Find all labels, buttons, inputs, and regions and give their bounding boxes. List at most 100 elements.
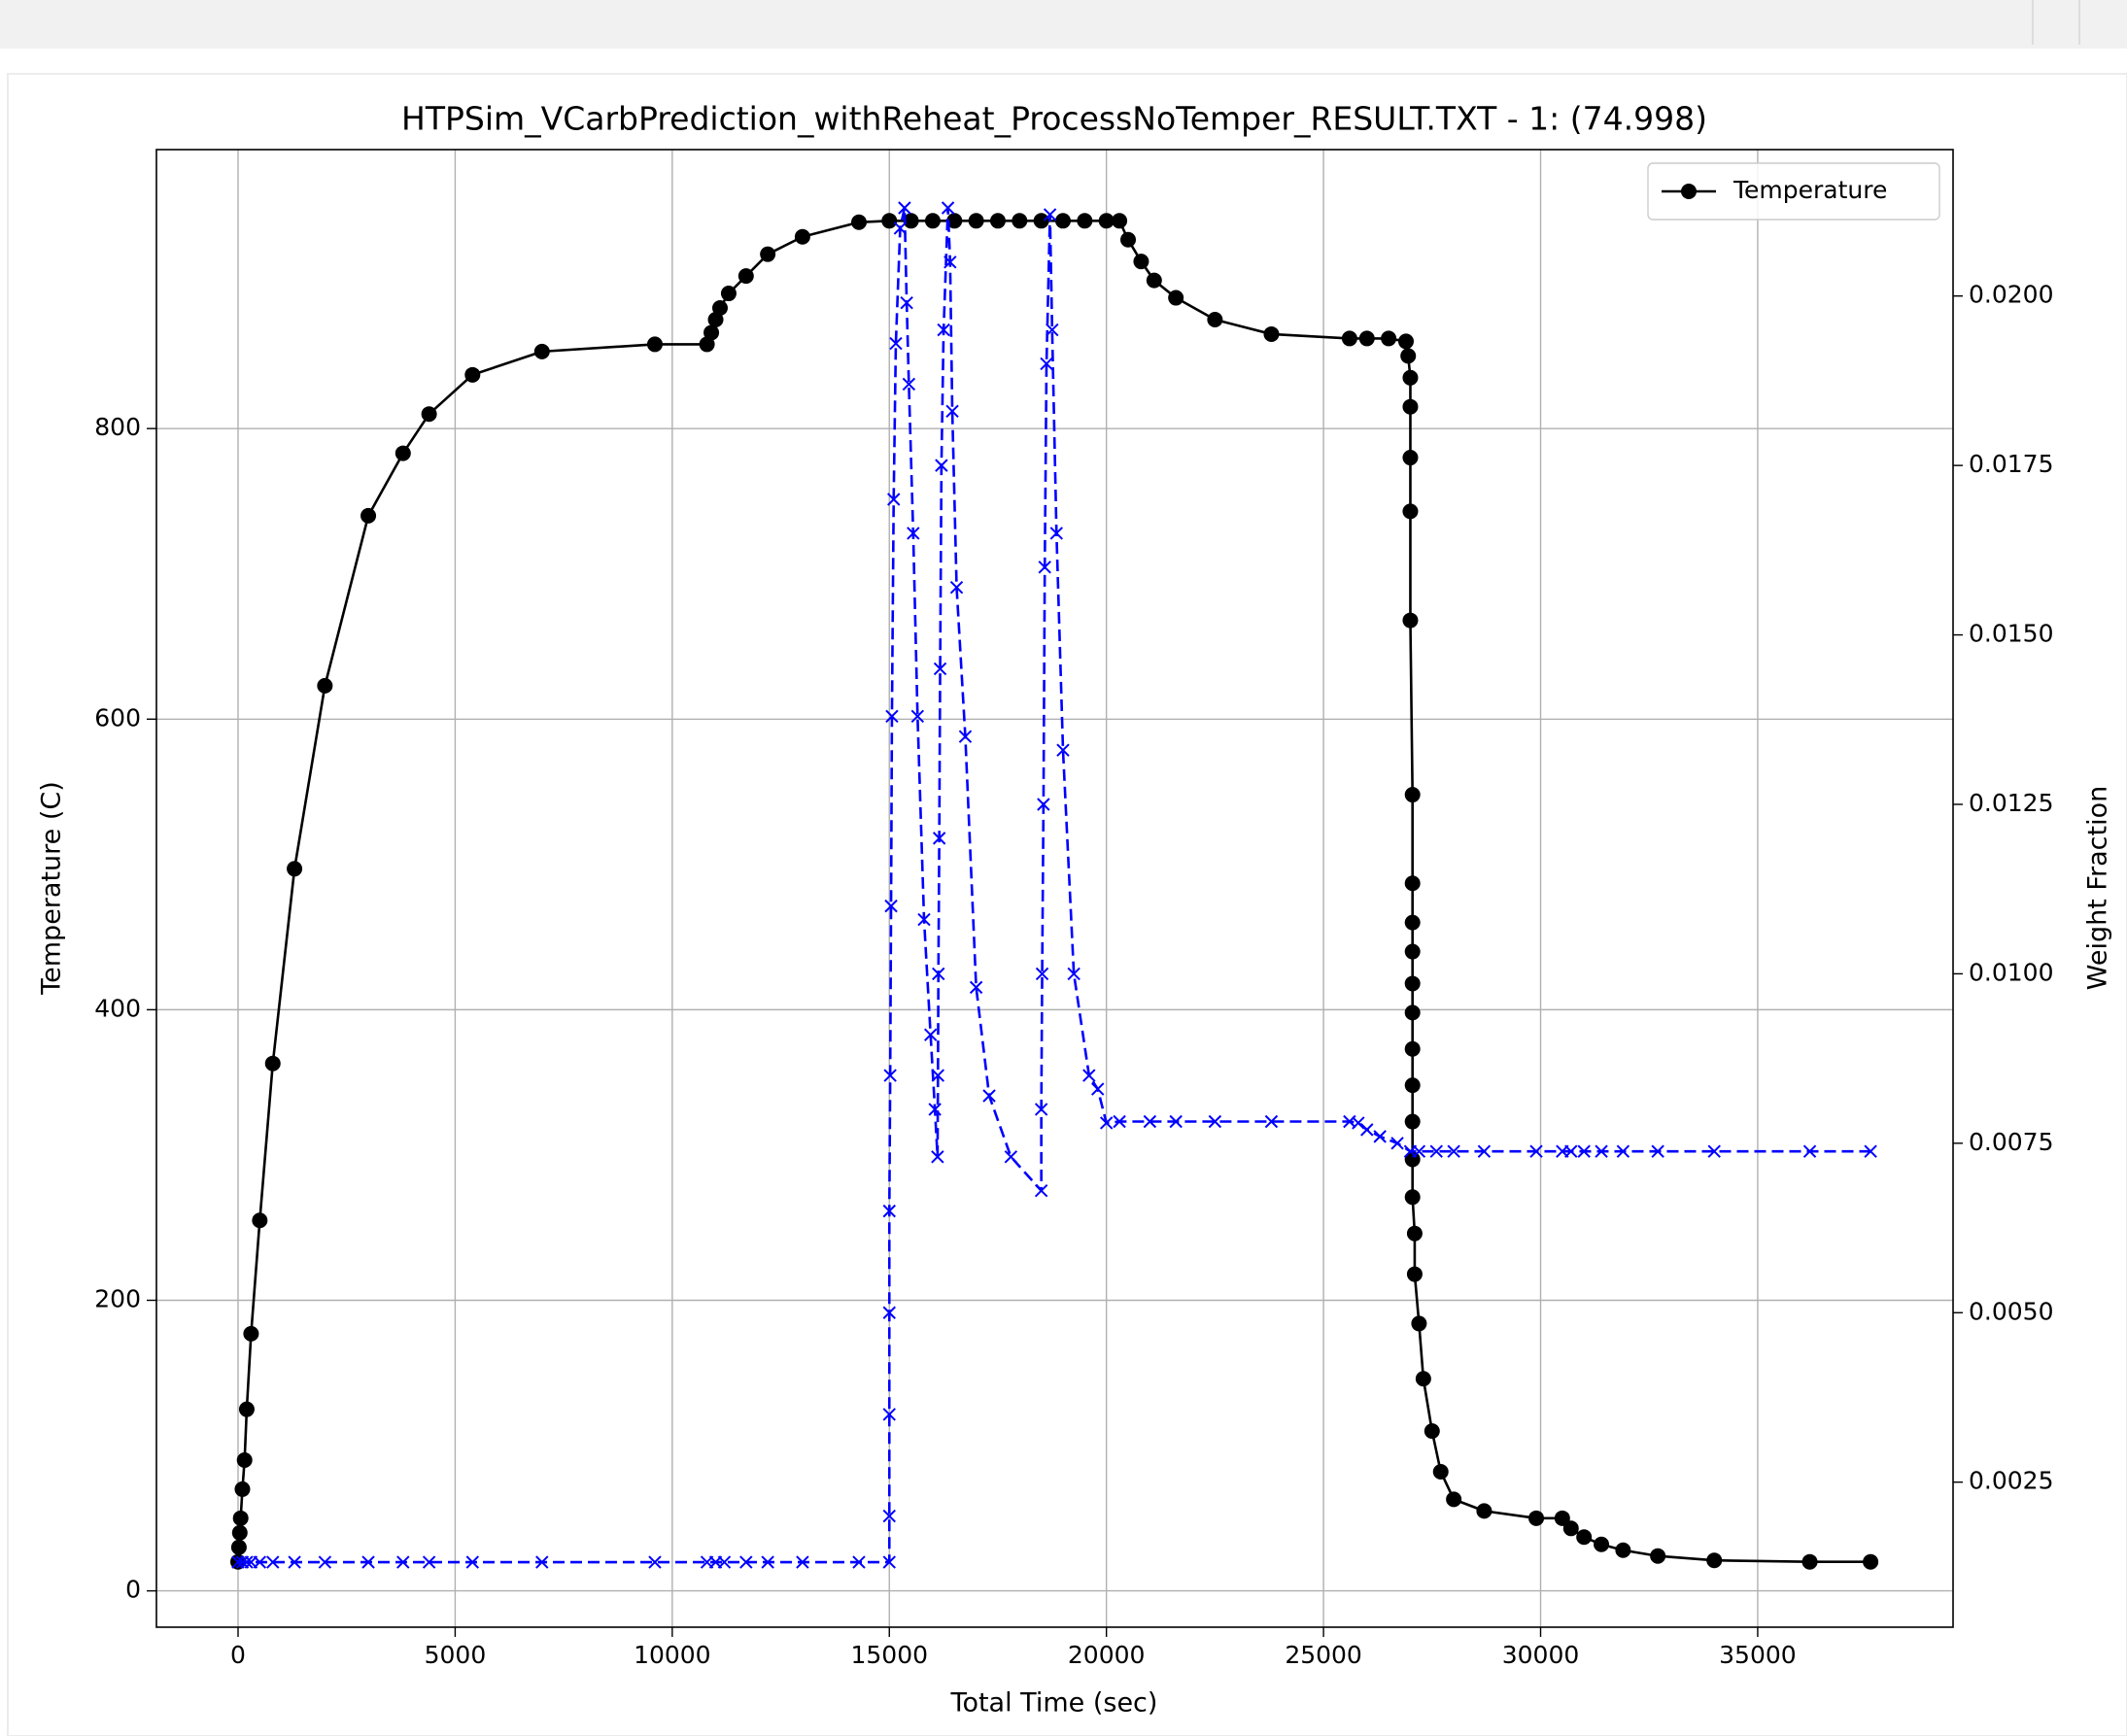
point xyxy=(396,1555,410,1569)
point xyxy=(924,213,941,229)
point xyxy=(1046,323,1059,337)
point xyxy=(1406,1225,1423,1242)
point xyxy=(935,459,948,472)
point xyxy=(1404,1151,1421,1168)
point xyxy=(1360,1123,1374,1137)
point xyxy=(1554,1510,1570,1526)
point xyxy=(928,1103,942,1116)
point xyxy=(933,662,947,676)
point xyxy=(1447,1144,1460,1158)
point xyxy=(1404,943,1421,960)
point xyxy=(968,213,984,229)
point xyxy=(422,1555,436,1569)
point xyxy=(889,336,903,351)
point xyxy=(703,324,720,341)
point xyxy=(932,967,945,981)
point xyxy=(1056,743,1070,757)
point xyxy=(1054,213,1071,229)
point xyxy=(1650,1548,1666,1564)
point xyxy=(884,899,898,913)
point xyxy=(941,201,955,215)
x-tick-label: 25000 xyxy=(1285,1641,1362,1669)
y2-tick-label: 0.0200 xyxy=(1969,281,2053,309)
point xyxy=(760,246,776,262)
point xyxy=(850,214,867,230)
point xyxy=(533,343,550,359)
point xyxy=(1404,787,1421,803)
point xyxy=(1411,1315,1427,1332)
point xyxy=(945,404,959,419)
point xyxy=(882,1509,896,1523)
point xyxy=(761,1555,774,1569)
point xyxy=(796,1555,809,1569)
point xyxy=(717,1555,732,1569)
point xyxy=(1577,1144,1591,1158)
point xyxy=(1133,254,1149,270)
point xyxy=(1112,213,1128,229)
point xyxy=(317,677,333,694)
point xyxy=(1082,1069,1096,1082)
point xyxy=(882,1555,896,1569)
point xyxy=(1402,450,1419,466)
point xyxy=(1012,213,1028,229)
point xyxy=(1358,330,1375,347)
point xyxy=(243,1325,259,1342)
point xyxy=(946,213,963,229)
point xyxy=(1035,967,1049,981)
y-tick-label: 800 xyxy=(94,413,141,441)
point xyxy=(234,1481,251,1497)
x-axis-label: Total Time (sec) xyxy=(950,1688,1158,1719)
point xyxy=(1404,1077,1421,1094)
point xyxy=(1404,914,1421,931)
y-axis-label: Temperature (C) xyxy=(37,781,67,996)
legend-label: Temperature xyxy=(1732,176,1887,204)
point xyxy=(881,213,898,229)
point xyxy=(739,1555,753,1569)
point xyxy=(395,445,411,461)
point xyxy=(360,507,377,524)
point xyxy=(1034,1183,1048,1198)
point xyxy=(949,581,964,595)
point xyxy=(1264,1114,1279,1129)
y2-tick-label: 0.0125 xyxy=(1969,789,2053,817)
point xyxy=(852,1555,866,1569)
y-tick-label: 200 xyxy=(94,1284,141,1312)
legend: Temperature xyxy=(1647,162,1940,221)
point xyxy=(1352,1116,1365,1130)
point xyxy=(969,980,983,995)
point xyxy=(361,1555,375,1569)
point xyxy=(318,1555,332,1569)
point xyxy=(1801,1553,1818,1570)
point xyxy=(1402,398,1419,415)
point xyxy=(932,832,946,845)
point xyxy=(1168,289,1184,306)
point xyxy=(1412,1144,1426,1158)
x-tick-label: 10000 xyxy=(634,1641,711,1669)
point xyxy=(1067,967,1081,981)
point xyxy=(1432,1463,1449,1480)
point xyxy=(1400,348,1417,364)
point xyxy=(1564,1144,1578,1158)
point xyxy=(648,1555,662,1569)
point xyxy=(1415,1371,1431,1387)
point xyxy=(1341,330,1357,347)
point xyxy=(252,1212,268,1229)
y2-axis-label: Weight Fraction xyxy=(2083,786,2113,990)
point xyxy=(1037,798,1050,811)
point xyxy=(646,336,663,353)
y2-tick-label: 0.0050 xyxy=(1969,1297,2053,1325)
point xyxy=(1033,213,1049,229)
point xyxy=(465,1555,480,1569)
point xyxy=(1390,1137,1404,1150)
point xyxy=(1099,1116,1114,1130)
x-tick-label: 20000 xyxy=(1068,1641,1146,1669)
figure-card xyxy=(7,73,2127,1736)
point xyxy=(1120,231,1137,248)
point xyxy=(1424,1423,1440,1440)
point xyxy=(1004,1150,1018,1164)
point xyxy=(1529,1144,1543,1158)
point xyxy=(231,1524,248,1541)
x-tick-label: 15000 xyxy=(850,1641,928,1669)
point xyxy=(232,1510,249,1526)
point xyxy=(903,213,919,229)
